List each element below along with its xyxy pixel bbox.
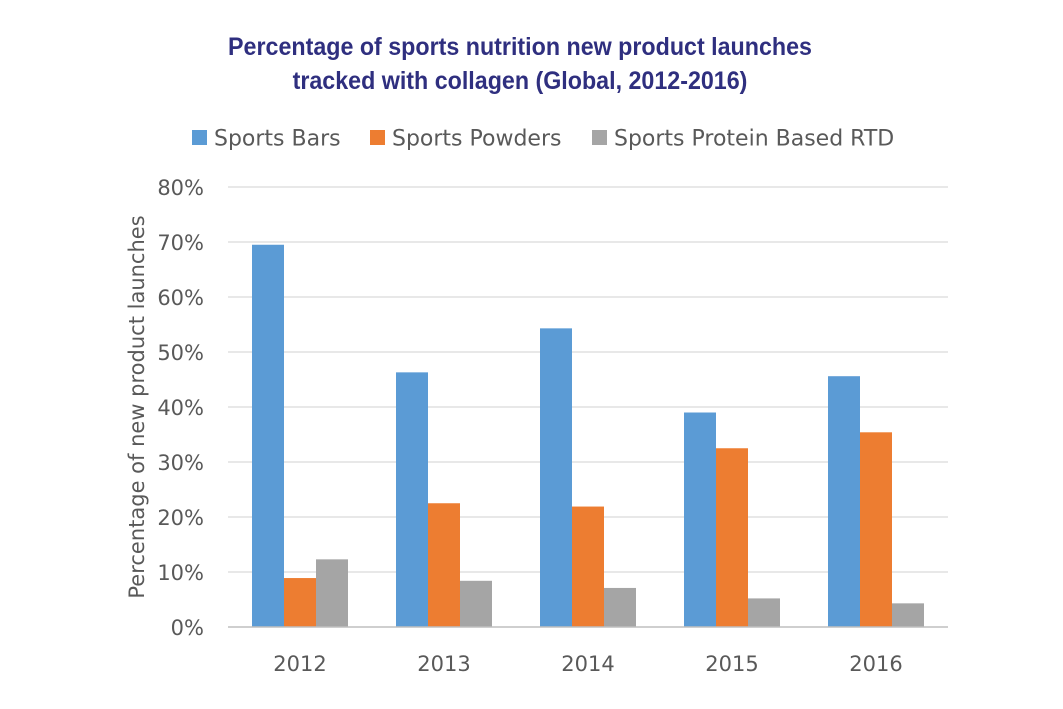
- x-tick-label: 2014: [561, 652, 614, 676]
- bar-sports-protein-based-rtd-2014: [604, 587, 636, 627]
- legend-swatch: [192, 130, 207, 145]
- y-axis-tick-labels: 0% 10% 20% 30% 40% 50% 60% 70% 80%: [157, 176, 204, 640]
- bar-sports-bars-2016: [828, 376, 860, 627]
- bar-sports-bars-2014: [540, 328, 572, 627]
- y-tick-label: 10%: [157, 561, 204, 585]
- legend: Sports Bars Sports Powders Sports Protein …: [192, 127, 894, 152]
- bar-sports-protein-based-rtd-2012: [316, 559, 348, 627]
- legend-label: Sports Powders: [392, 127, 561, 152]
- y-axis-label: Percentage of new product launches: [125, 215, 149, 598]
- bar-sports-bars-2012: [252, 244, 284, 627]
- bar-sports-powders-2012: [284, 578, 316, 627]
- x-tick-label: 2013: [417, 652, 470, 676]
- legend-label: Sports Protein Based RTD: [614, 127, 894, 152]
- x-axis-tick-labels: 2012 2013 2014 2015 2016: [273, 652, 902, 676]
- y-tick-label: 40%: [157, 396, 204, 420]
- y-tick-label: 50%: [157, 341, 204, 365]
- bar-sports-bars-2015: [684, 412, 716, 627]
- y-tick-label: 60%: [157, 286, 204, 310]
- bar-sports-protein-based-rtd-2015: [748, 598, 780, 627]
- x-tick-label: 2016: [849, 652, 902, 676]
- bar-sports-protein-based-rtd-2016: [892, 603, 924, 627]
- x-tick-label: 2015: [705, 652, 758, 676]
- bar-sports-bars-2013: [396, 372, 428, 627]
- bars: [252, 244, 924, 627]
- y-tick-label: 30%: [157, 451, 204, 475]
- y-tick-label: 80%: [157, 176, 204, 200]
- bar-sports-protein-based-rtd-2013: [460, 580, 492, 627]
- legend-swatch: [592, 130, 607, 145]
- legend-swatch: [370, 130, 385, 145]
- bar-sports-powders-2013: [428, 503, 460, 627]
- bar-sports-powders-2014: [572, 506, 604, 627]
- bar-sports-powders-2015: [716, 448, 748, 627]
- legend-label: Sports Bars: [214, 127, 341, 152]
- chart-title-line-1: Percentage of sports nutrition new produ…: [228, 33, 812, 61]
- chart-title-line-2: tracked with collagen (Global, 2012-2016…: [292, 67, 748, 95]
- chart-title: Percentage of sports nutrition new produ…: [36, 30, 1003, 98]
- x-tick-label: 2012: [273, 652, 326, 676]
- y-tick-label: 0%: [171, 616, 204, 640]
- y-tick-label: 70%: [157, 231, 204, 255]
- y-tick-label: 20%: [157, 506, 204, 530]
- bar-sports-powders-2016: [860, 432, 892, 627]
